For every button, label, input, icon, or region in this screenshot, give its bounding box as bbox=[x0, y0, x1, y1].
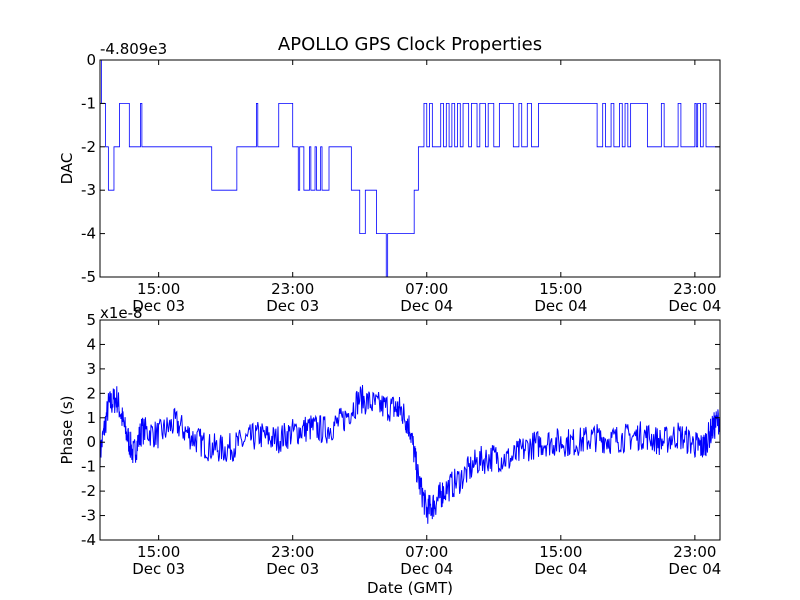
phase-xtick-time: 23:00 bbox=[271, 543, 314, 561]
dac-offset-label: -4.809e3 bbox=[100, 40, 167, 58]
phase-y-axis-label: Phase (s) bbox=[58, 395, 76, 464]
dac-xtick-time: 15:00 bbox=[137, 280, 180, 298]
dac-xtick-time: 23:00 bbox=[673, 280, 716, 298]
dac-series-line bbox=[100, 59, 720, 278]
phase-ytick-label: 5 bbox=[86, 311, 96, 329]
phase-ytick-label: 2 bbox=[86, 384, 96, 402]
dac-xtick-time: 07:00 bbox=[405, 280, 448, 298]
dac-ytick-label: -3 bbox=[81, 181, 96, 199]
dac-xtick-date: Dec 04 bbox=[400, 297, 453, 315]
phase-ytick-label: -3 bbox=[81, 507, 96, 525]
dac-ytick-label: -1 bbox=[81, 94, 96, 112]
phase-ytick-label: 0 bbox=[86, 433, 96, 451]
dac-xtick-date: Dec 03 bbox=[132, 297, 185, 315]
dac-y-axis-label: DAC bbox=[58, 153, 76, 185]
phase-xtick-date: Dec 04 bbox=[534, 560, 587, 578]
dac-y-ticks: 0 -1 -2 -3 -4 -5 bbox=[81, 51, 720, 286]
phase-xtick-time: 15:00 bbox=[137, 543, 180, 561]
dac-xtick-time: 15:00 bbox=[539, 280, 582, 298]
dac-ytick-label: 0 bbox=[86, 51, 96, 69]
dac-xtick-time: 23:00 bbox=[271, 280, 314, 298]
phase-xtick-time: 07:00 bbox=[405, 543, 448, 561]
phase-xtick-date: Dec 04 bbox=[400, 560, 453, 578]
phase-offset-label: x1e-8 bbox=[100, 304, 143, 322]
dac-ytick-label: -2 bbox=[81, 138, 96, 156]
dac-axes-frame bbox=[99, 59, 721, 278]
dac-xtick-date: Dec 04 bbox=[534, 297, 587, 315]
phase-xtick-time: 23:00 bbox=[673, 543, 716, 561]
phase-x-axis-label: Date (GMT) bbox=[367, 579, 453, 597]
phase-ytick-label: -2 bbox=[81, 482, 96, 500]
phase-y-ticks: 5 4 3 2 1 0 -1 -2 -3 -4 bbox=[81, 311, 720, 549]
phase-ytick-label: 4 bbox=[86, 335, 96, 353]
phase-xtick-time: 15:00 bbox=[539, 543, 582, 561]
phase-ytick-label: 3 bbox=[86, 360, 96, 378]
phase-xtick-date: Dec 04 bbox=[668, 560, 721, 578]
phase-axes-frame bbox=[99, 319, 721, 541]
phase-ytick-label: 1 bbox=[86, 409, 96, 427]
dac-ytick-label: -5 bbox=[81, 268, 96, 286]
chart-title: APOLLO GPS Clock Properties bbox=[278, 34, 542, 55]
dac-ytick-label: -4 bbox=[81, 225, 96, 243]
phase-series-line bbox=[99, 384, 721, 524]
phase-xtick-date: Dec 03 bbox=[132, 560, 185, 578]
phase-ytick-label: -4 bbox=[81, 531, 96, 549]
dac-xtick-date: Dec 04 bbox=[668, 297, 721, 315]
dac-xtick-date: Dec 03 bbox=[266, 297, 319, 315]
phase-ytick-label: -1 bbox=[81, 458, 96, 476]
phase-xtick-date: Dec 03 bbox=[266, 560, 319, 578]
